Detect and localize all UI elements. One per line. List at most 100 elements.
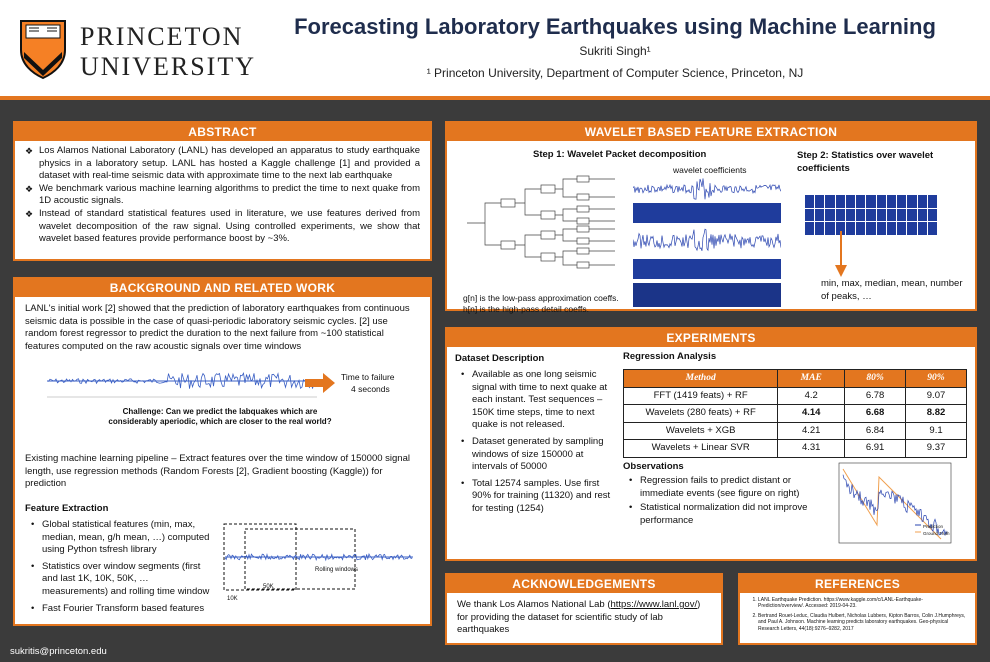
ack-text-before: We thank Los Alamos National Lab ( bbox=[457, 599, 611, 610]
g-n-note: g[n] is the low-pass approximation coeff… bbox=[463, 293, 619, 303]
statistics-cell bbox=[815, 195, 825, 208]
rolling-windows-label: Rolling windows bbox=[315, 567, 359, 573]
results-header-row: Method MAE 80% 90% bbox=[622, 369, 967, 388]
statistics-grid bbox=[805, 195, 937, 235]
statistics-cell bbox=[897, 195, 907, 208]
table-cell: FFT (1419 feats) + RF bbox=[622, 386, 779, 406]
step1-label: Step 1: Wavelet Packet decomposition bbox=[533, 149, 707, 160]
table-cell: 8.82 bbox=[905, 404, 967, 423]
acoustic-signal-figure bbox=[47, 372, 317, 398]
statistics-cell bbox=[805, 195, 815, 208]
col-90: 90% bbox=[905, 369, 967, 388]
statistics-cell bbox=[856, 195, 866, 208]
time-to-failure-label: Time to failure bbox=[341, 372, 395, 382]
table-row: Wavelets (280 feats) + RF 4.14 6.68 8.82 bbox=[622, 404, 967, 423]
dataset-heading: Dataset Description bbox=[455, 353, 545, 364]
statistics-cell bbox=[866, 195, 876, 208]
observations-heading: Observations bbox=[623, 461, 684, 472]
statistics-cell bbox=[835, 208, 845, 222]
references-list: LANL Earthquake Prediction. https://www.… bbox=[740, 593, 975, 632]
author: Sukriti Singh¹ bbox=[579, 44, 651, 58]
statistics-cell bbox=[886, 208, 897, 222]
acknowledgements-panel: ACKNOWLEDGEMENTS We thank Los Alamos Nat… bbox=[445, 573, 723, 645]
table-cell: 4.21 bbox=[777, 421, 846, 441]
header: PRINCETON UNIVERSITY Forecasting Laborat… bbox=[0, 0, 990, 100]
statistics-cell bbox=[856, 222, 866, 235]
wavelet-panel: WAVELET BASED FEATURE EXTRACTION Step 1:… bbox=[445, 121, 977, 314]
table-cell: 9.07 bbox=[905, 386, 967, 406]
statistics-cell bbox=[866, 222, 876, 235]
step2-label: Step 2: Statistics over wavelet coeffici… bbox=[797, 150, 934, 174]
table-cell: 4.31 bbox=[777, 439, 846, 458]
feature-item: Statistics over window segments (first a… bbox=[29, 561, 215, 599]
table-row: Wavelets + XGB 4.21 6.84 9.1 bbox=[622, 421, 967, 441]
dataset-item: Total 12574 samples. Use first 90% for t… bbox=[459, 478, 615, 516]
table-cell: 6.78 bbox=[844, 386, 907, 406]
statistics-cell bbox=[845, 208, 856, 222]
statistics-cell bbox=[825, 195, 835, 208]
table-cell: 9.1 bbox=[905, 421, 967, 441]
statistics-cell bbox=[866, 208, 876, 222]
dataset-list: Available as one long seismic signal wit… bbox=[459, 369, 615, 520]
table-cell: 4.2 bbox=[777, 386, 846, 406]
four-seconds-label: 4 seconds bbox=[351, 384, 390, 394]
princeton-logo: PRINCETON UNIVERSITY bbox=[18, 14, 254, 84]
statistics-cell bbox=[917, 195, 927, 208]
col-80: 80% bbox=[844, 369, 907, 388]
lanl-link[interactable]: https://www.lanl.gov/ bbox=[610, 599, 698, 610]
statistics-cell bbox=[805, 222, 815, 235]
experiments-heading: EXPERIMENTS bbox=[447, 329, 975, 347]
rolling-window-figure bbox=[223, 523, 413, 591]
feature-item: Global statistical features (min, max, m… bbox=[29, 519, 215, 557]
abstract-bullet: We benchmark various machine learning al… bbox=[25, 183, 420, 208]
wavelet-coefficients-figure bbox=[633, 178, 781, 307]
statistics-cell bbox=[835, 222, 845, 235]
statistics-cell bbox=[907, 222, 917, 235]
statistics-list: min, max, median, mean, number of peaks,… bbox=[821, 278, 963, 302]
reference-item: LANL Earthquake Prediction. https://www.… bbox=[758, 597, 969, 610]
pipeline-text: Existing machine learning pipeline – Ext… bbox=[25, 453, 410, 490]
poster-title: Forecasting Laboratory Earthquakes using… bbox=[294, 14, 936, 39]
col-mae: MAE bbox=[777, 369, 846, 388]
references-panel: REFERENCES LANL Earthquake Prediction. h… bbox=[738, 573, 977, 645]
feature-item: Fast Fourier Transform based features bbox=[29, 603, 215, 616]
statistics-cell bbox=[927, 208, 937, 222]
label-50k: 50K bbox=[263, 584, 274, 590]
regression-heading: Regression Analysis bbox=[623, 351, 717, 362]
col-method: Method bbox=[622, 369, 779, 388]
statistics-cell bbox=[927, 195, 937, 208]
table-cell: 6.84 bbox=[844, 421, 907, 441]
legend-prediction: Prediction bbox=[923, 524, 944, 529]
statistics-cell bbox=[825, 208, 835, 222]
background-intro: LANL's initial work [2] showed that the … bbox=[25, 303, 410, 352]
statistics-cell bbox=[917, 222, 927, 235]
table-cell: Wavelets (280 feats) + RF bbox=[622, 404, 779, 423]
logo-line-2: UNIVERSITY bbox=[80, 52, 256, 81]
table-cell: Wavelets + XGB bbox=[622, 421, 779, 441]
background-panel: BACKGROUND AND RELATED WORK LANL's initi… bbox=[13, 277, 432, 626]
logo-line-1: PRINCETON bbox=[80, 22, 244, 51]
dataset-item: Dataset generated by sampling windows of… bbox=[459, 436, 615, 474]
footer-email: sukritis@princeton.edu bbox=[10, 646, 107, 657]
dataset-item: Available as one long seismic signal wit… bbox=[459, 369, 615, 432]
coefficients-label: wavelet coefficients bbox=[673, 165, 747, 175]
table-row: Wavelets + Linear SVR 4.31 6.91 9.37 bbox=[622, 439, 967, 458]
results-table: Method MAE 80% 90% FFT (1419 feats) + RF… bbox=[622, 369, 967, 458]
statistics-cell bbox=[856, 208, 866, 222]
abstract-panel: ABSTRACT Los Alamos National Laboratory … bbox=[13, 121, 432, 261]
reference-item: Bertrand Rouet-Leduc, Claudia Hulbert, N… bbox=[758, 613, 969, 632]
abstract-bullet: Instead of standard statistical features… bbox=[25, 208, 420, 246]
statistics-cell bbox=[886, 195, 897, 208]
references-heading: REFERENCES bbox=[740, 575, 975, 593]
wavelet-heading: WAVELET BASED FEATURE EXTRACTION bbox=[447, 123, 975, 141]
table-cell: 4.14 bbox=[777, 404, 846, 423]
statistics-cell bbox=[876, 195, 886, 208]
statistics-cell bbox=[876, 222, 886, 235]
statistics-cell bbox=[835, 195, 845, 208]
feature-extraction-heading: Feature Extraction bbox=[25, 503, 109, 514]
statistics-cell bbox=[805, 208, 815, 222]
h-n-note: h[n] is the high-pass detail coeffs. bbox=[463, 304, 590, 314]
statistics-cell bbox=[897, 208, 907, 222]
abstract-bullet: Los Alamos National Laboratory (LANL) ha… bbox=[25, 145, 420, 183]
statistics-cell bbox=[845, 222, 856, 235]
